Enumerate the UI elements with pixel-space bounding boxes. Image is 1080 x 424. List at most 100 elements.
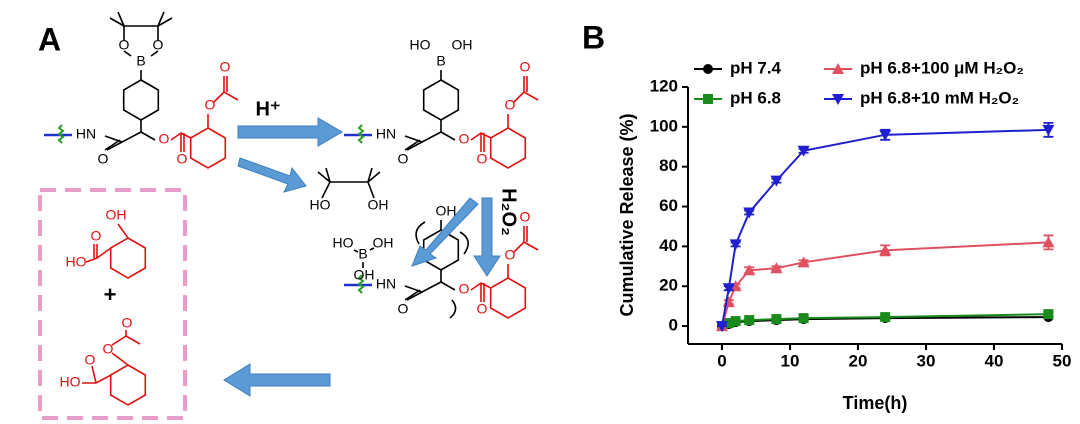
ring [189,127,227,169]
y-tick-label: 0 [669,316,678,335]
data-point [797,145,810,157]
atom: B [436,53,445,69]
electron-arrow [415,221,469,319]
data-point [770,175,783,187]
arrow [411,197,479,267]
x-axis-label: Time(h) [843,393,908,413]
atom: O [398,301,409,317]
linker [357,274,365,294]
panel-label: B [582,19,605,55]
series-line [721,128,1049,327]
atom: OH [436,203,457,219]
arrow [237,157,307,193]
y-tick-label: 100 [650,116,678,135]
atom: OH [368,197,389,213]
y-tick-label: 120 [650,76,678,95]
atom: O [122,315,133,331]
data-point [798,313,809,324]
legend-label: pH 7.4 [730,58,782,77]
atom: O [103,341,114,357]
ring [489,277,527,319]
atom: OH [452,37,473,53]
product-box [38,188,187,420]
atom: OH [106,207,127,223]
atom: OH [354,267,375,283]
atom: O [520,59,531,75]
ring [122,79,160,121]
atom: O [477,151,488,167]
atom: O [459,131,470,147]
atom: HN [376,276,396,292]
atom: B [136,53,145,69]
ring [422,79,460,121]
data-point [1043,309,1054,320]
x-tick-label: 40 [985,351,1004,370]
arrow [237,117,343,147]
atom: O [159,131,170,147]
data-point [716,321,728,333]
ring [109,237,147,279]
reagent: H⁺ [256,98,281,120]
molecule [344,70,539,169]
data-point [880,312,891,323]
molecule [344,220,539,319]
bonds [470,226,539,302]
atom: O [505,97,516,113]
atom: O [98,151,109,167]
data-point [771,314,782,325]
plus: + [104,282,117,307]
arrow [473,197,501,277]
data-point [723,318,734,329]
atom: O [85,352,96,368]
bonds [85,223,129,263]
atom: O [205,97,216,113]
data-point [879,129,892,141]
ring [109,364,147,406]
bonds [404,70,456,151]
bonds [470,76,539,152]
legend-marker [832,63,844,74]
atom: O [177,151,188,167]
x-tick-label: 0 [717,351,726,370]
atom: B [358,246,367,262]
data-point [730,316,741,327]
panel-label: A [38,21,61,57]
data-point [797,256,810,268]
atom: HN [376,126,396,142]
atom: HO [333,235,354,251]
atom: O [119,37,130,53]
atom: HO [60,374,81,390]
atom: O [153,37,164,53]
arrow [223,363,331,397]
atom: O [477,301,488,317]
atom: O [520,209,531,225]
reagent: H₂O₂ [498,188,520,236]
x-tick-label: 10 [781,351,800,370]
y-tick-label: 40 [659,236,678,255]
data-point [743,264,756,276]
bonds [82,330,141,384]
linker [57,124,65,144]
data-point [744,315,755,326]
legend-marker [703,94,713,104]
atom: HO [410,37,431,53]
bonds [170,76,239,152]
data-point [1042,236,1055,248]
data-point [743,207,756,219]
ring [489,127,527,169]
atom: O [398,151,409,167]
data-point [722,296,735,308]
x-tick-label: 30 [917,351,936,370]
bonds [104,11,173,151]
atom: O [91,228,102,244]
data-point [729,280,742,292]
atom: OH [373,235,394,251]
atom-labels: O O B HN O O O O O HO OH B HN O O O O O … [60,37,531,390]
linker [357,124,365,144]
y-tick-label: 60 [659,196,678,215]
bonds [404,220,456,301]
legend-label: pH 6.8+10 mM H₂O₂ [860,88,1019,107]
y-axis-label: Cumulative Release (%) [617,113,637,316]
atom: HN [76,126,96,142]
x-tick-label: 50 [1053,351,1072,370]
